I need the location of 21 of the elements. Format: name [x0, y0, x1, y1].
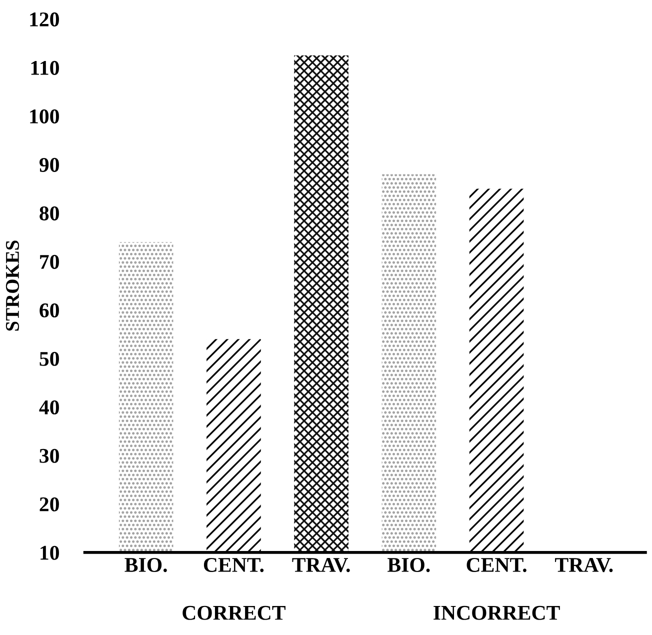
- y-tick-label: 80: [40, 206, 59, 220]
- y-tick-label: 60: [40, 303, 59, 318]
- y-tick-label: 70: [40, 254, 59, 269]
- x-tick-label: CENT.: [466, 558, 526, 572]
- x-tick-label: BIO.: [124, 558, 167, 572]
- y-tick-label: 50: [40, 352, 59, 366]
- x-tick-label: TRAV.: [292, 558, 350, 572]
- x-tick-label: TRAV.: [555, 558, 613, 572]
- y-tick-label: 20: [40, 497, 59, 512]
- y-axis-title: STROKES: [6, 240, 20, 331]
- text: CORRECT: [182, 606, 286, 620]
- y-tick-label: 100: [30, 109, 59, 124]
- y-tick-label: 120: [30, 12, 59, 26]
- y-tick-label: 10: [40, 546, 59, 560]
- y-tick-label: 110: [31, 60, 59, 75]
- x-tick-label: CENT.: [204, 558, 264, 572]
- x-tick-label: BIO.: [388, 558, 430, 572]
- y-tick-label: 90: [39, 158, 59, 172]
- y-tick-label: 40: [39, 400, 59, 414]
- text: INCORRECT: [434, 606, 560, 620]
- y-tick-label: 30: [40, 448, 59, 463]
